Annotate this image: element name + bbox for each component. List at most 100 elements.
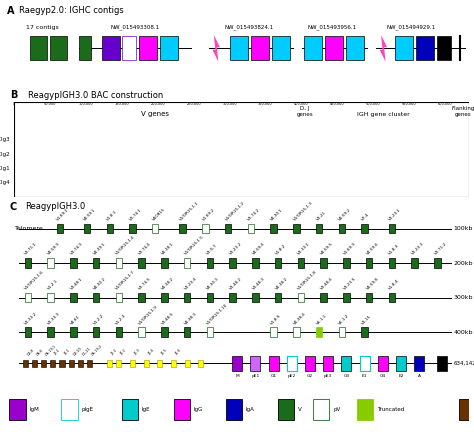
Text: 100,000: 100,000 <box>79 102 93 106</box>
Text: D6-6: D6-6 <box>36 348 45 356</box>
Text: NW_015494929.1: NW_015494929.1 <box>387 25 436 30</box>
Text: V3-74.1: V3-74.1 <box>129 207 143 222</box>
Bar <box>56 224 63 233</box>
Text: V3-23.5: V3-23.5 <box>343 276 357 291</box>
Text: V3-23.3: V3-23.3 <box>411 242 425 256</box>
Text: G3: G3 <box>343 374 349 378</box>
Bar <box>361 224 368 233</box>
Bar <box>414 356 424 371</box>
Bar <box>323 356 333 371</box>
Bar <box>70 293 77 302</box>
Text: V1/OR15-1.8: V1/OR15-1.8 <box>297 270 318 291</box>
Text: V1/OR15-1.7: V1/OR15-1.7 <box>115 270 136 291</box>
Bar <box>250 356 260 371</box>
Text: V4-30.2: V4-30.2 <box>92 276 107 291</box>
Text: J4-4: J4-4 <box>147 349 155 356</box>
Text: ReagypIGH3.0 BAC construction: ReagypIGH3.0 BAC construction <box>28 91 163 100</box>
Bar <box>305 356 315 371</box>
Bar <box>139 36 157 60</box>
Text: V4-38.3: V4-38.3 <box>183 311 198 325</box>
Bar <box>346 36 364 60</box>
Text: G4: G4 <box>380 374 386 378</box>
Text: G2: G2 <box>307 374 313 378</box>
Bar <box>232 356 242 371</box>
Text: V3-48.4: V3-48.4 <box>320 276 334 291</box>
Text: V3-23.4: V3-23.4 <box>183 276 198 291</box>
Text: V3-74.5: V3-74.5 <box>138 276 152 291</box>
Text: J2-1: J2-1 <box>54 349 62 356</box>
Text: ReagypIGH3.0: ReagypIGH3.0 <box>26 202 86 211</box>
Bar <box>275 258 282 268</box>
Bar <box>226 399 242 420</box>
Bar <box>116 293 122 302</box>
Bar <box>389 293 395 302</box>
Text: V1-8.5: V1-8.5 <box>270 313 282 325</box>
Text: V4-38.2: V4-38.2 <box>161 276 175 291</box>
Text: D1-21: D1-21 <box>81 346 91 356</box>
Text: BACIg4: BACIg4 <box>0 180 9 185</box>
Bar <box>293 224 300 233</box>
Bar <box>130 359 135 367</box>
Bar <box>389 258 395 268</box>
Text: V1/OR15-1.10: V1/OR15-1.10 <box>206 302 229 325</box>
Text: J4-1: J4-1 <box>63 349 71 356</box>
Text: BACIg1: BACIg1 <box>0 165 9 171</box>
Text: V genes: V genes <box>141 111 169 117</box>
Bar <box>230 36 248 60</box>
Text: V1-8.3: V1-8.3 <box>388 244 401 256</box>
Bar <box>70 258 77 268</box>
Text: D2-8: D2-8 <box>27 348 36 356</box>
Text: IgM: IgM <box>29 407 39 412</box>
Bar <box>320 258 327 268</box>
Text: V4-59.5: V4-59.5 <box>320 242 334 256</box>
Bar <box>93 327 100 337</box>
Text: NW_015493956.1: NW_015493956.1 <box>308 25 357 30</box>
Bar <box>93 293 100 302</box>
Bar <box>202 224 209 233</box>
Bar <box>179 224 186 233</box>
Bar <box>378 356 388 371</box>
Text: pE2: pE2 <box>288 374 296 378</box>
Bar <box>360 356 370 371</box>
Text: V4-38.2: V4-38.2 <box>274 276 289 291</box>
Bar <box>361 327 368 337</box>
Bar <box>157 359 162 367</box>
Text: V3-48.2: V3-48.2 <box>229 276 243 291</box>
Text: V3-74.4: V3-74.4 <box>138 242 152 256</box>
Text: V7-4: V7-4 <box>361 212 370 222</box>
Text: V1/OR15-1.5: V1/OR15-1.5 <box>183 235 204 256</box>
Bar <box>47 327 54 337</box>
Bar <box>325 36 343 60</box>
Bar <box>366 258 373 268</box>
Bar <box>411 258 418 268</box>
Text: E1: E1 <box>362 374 367 378</box>
Bar <box>298 258 304 268</box>
Bar <box>434 258 441 268</box>
Text: V3-23.1: V3-23.1 <box>388 207 402 222</box>
Bar <box>23 359 28 367</box>
Text: V6-1.1: V6-1.1 <box>315 313 328 325</box>
Text: IgA: IgA <box>246 407 255 412</box>
Text: G1: G1 <box>271 374 277 378</box>
Text: pIgE: pIgE <box>82 407 93 412</box>
Bar <box>47 258 54 268</box>
Text: V3-48.1: V3-48.1 <box>70 276 84 291</box>
Text: V3-74.2: V3-74.2 <box>247 207 261 222</box>
Text: V4-30.3: V4-30.3 <box>206 276 220 291</box>
Bar <box>313 399 329 420</box>
Text: V1/OR15-1.2: V1/OR15-1.2 <box>224 200 246 222</box>
Text: V1-8.1: V1-8.1 <box>106 210 118 222</box>
Bar <box>252 293 259 302</box>
Text: V1-8.2: V1-8.2 <box>274 244 287 256</box>
Text: 200,000: 200,000 <box>150 102 165 106</box>
Text: D, J
genes: D, J genes <box>297 106 313 117</box>
Text: 500,000: 500,000 <box>366 102 380 106</box>
Text: 100kb: 100kb <box>453 226 473 231</box>
Bar <box>229 293 236 302</box>
Bar <box>122 36 137 60</box>
Text: 300,000: 300,000 <box>222 102 237 106</box>
Bar <box>207 293 213 302</box>
Text: V4-59.4: V4-59.4 <box>252 242 266 256</box>
Text: V: V <box>298 407 301 412</box>
Bar <box>87 359 92 367</box>
